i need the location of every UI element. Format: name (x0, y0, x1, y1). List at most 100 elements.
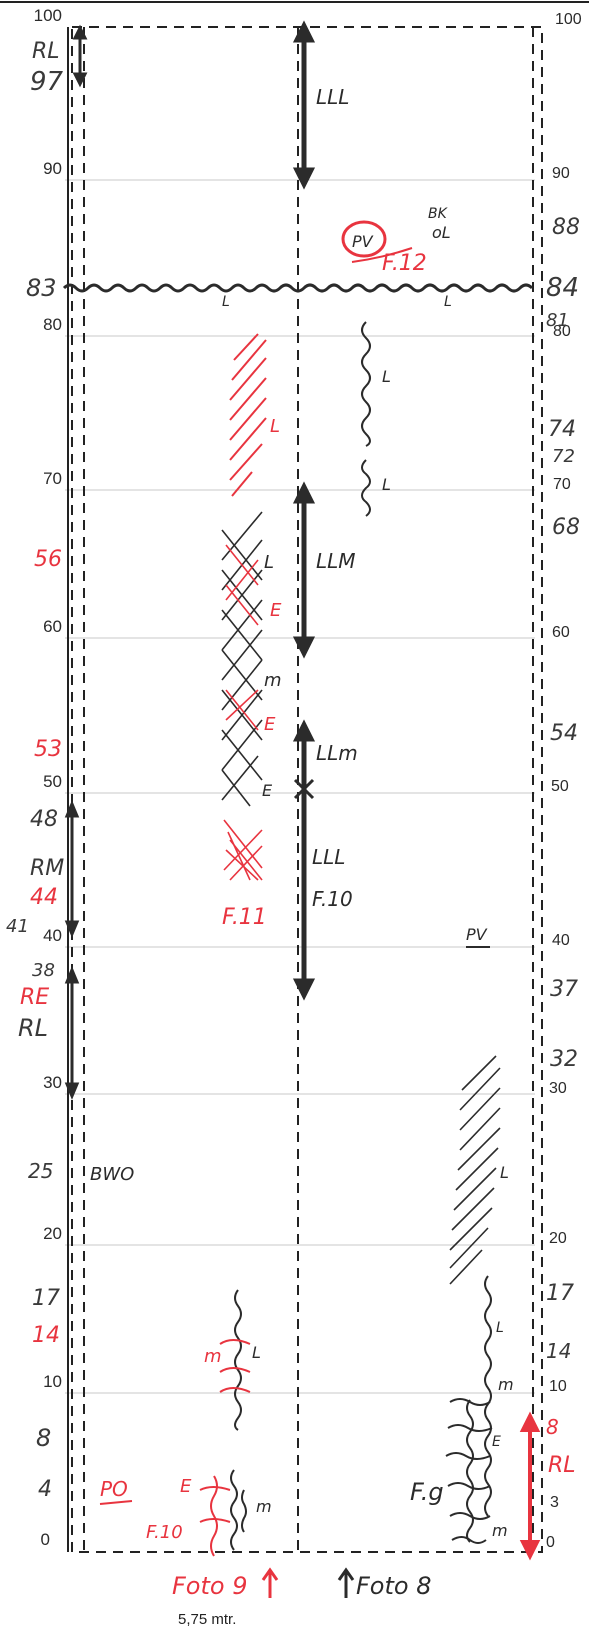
left-tick: 60 (43, 617, 62, 636)
note-17: 17 (32, 1286, 60, 1311)
right-tick: 30 (549, 1080, 567, 1097)
label-left-m: m (204, 1346, 222, 1367)
right-tick: 90 (552, 165, 570, 182)
note-14: 14 (32, 1323, 60, 1348)
left-tick: 0 (41, 1530, 50, 1549)
label-bottom-e: E (180, 1476, 192, 1497)
middle-labels: LLL LLM LLm LLL F.10 PV BK oL F.12 L L L… (90, 85, 514, 1543)
note-25: 25 (28, 1159, 53, 1183)
label-right-m1: m (498, 1375, 514, 1394)
label-bwo: BWO (90, 1164, 134, 1185)
label-f12: F.12 (382, 251, 427, 276)
note-48: 48 (30, 807, 58, 832)
note-88: 88 (552, 215, 580, 240)
wavy-boundary (62, 283, 534, 293)
label-xhatch-l: L (264, 552, 274, 573)
note-14-right: 14 (546, 1339, 571, 1363)
label-hatch-l: L (270, 416, 280, 437)
foto9-label: Foto 9 (172, 1572, 247, 1600)
right-notes-red: 8 RL (546, 1415, 576, 1478)
label-l-right2: L (382, 475, 391, 494)
footer: Foto 9 Foto 8 5,75 mtr. (172, 1567, 431, 1628)
note-68: 68 (552, 515, 580, 540)
right-tick: 3 (550, 1494, 559, 1511)
left-tick: 100 (34, 6, 62, 25)
note-54: 54 (550, 721, 578, 746)
note-32: 32 (550, 1047, 578, 1072)
note-rl-lower: RL (18, 1014, 48, 1042)
label-fg: F.g (410, 1478, 444, 1506)
label-f10: F.10 (312, 887, 353, 911)
left-scale: 100 90 80 70 60 50 40 30 20 10 0 (34, 6, 62, 1549)
foto8-arrow (337, 1567, 355, 1598)
note-8-right: 8 (546, 1415, 559, 1439)
label-xhatch-e1: E (270, 600, 282, 621)
center-x-mark (293, 778, 315, 800)
note-53: 53 (34, 737, 62, 762)
label-right-l2: L (496, 1320, 504, 1336)
label-ol: oL (432, 223, 451, 242)
label-bottom-f10: F.10 (146, 1522, 183, 1543)
label-po: PO (100, 1477, 128, 1501)
label-pv-right: PV (466, 925, 488, 944)
label-l-right1: L (382, 367, 391, 386)
note-8: 8 (36, 1424, 51, 1452)
label-bottom-m: m (256, 1497, 272, 1516)
label-l-a: L (222, 294, 230, 310)
right-tick: 0 (546, 1534, 555, 1551)
right-tick: 100 (555, 11, 582, 28)
right-lower-wavy (445, 1275, 493, 1544)
note-17-right: 17 (546, 1281, 574, 1306)
f12-flourish (351, 247, 413, 263)
label-lll-lower: LLL (312, 845, 345, 869)
note-83: 83 (26, 274, 57, 302)
right-tick: 40 (552, 932, 570, 949)
note-97: 97 (30, 67, 64, 97)
label-pv-top: PV (352, 232, 374, 251)
foto8-label: Foto 8 (356, 1572, 431, 1600)
left-tick: 90 (43, 159, 62, 178)
note-38: 38 (32, 960, 55, 981)
right-scale: 100 90 80 70 60 50 40 30 20 10 3 0 (546, 11, 582, 1551)
po-underline (99, 1500, 133, 1505)
left-tick: 40 (43, 926, 62, 945)
left-tick: 10 (43, 1372, 62, 1391)
right-tick: 60 (552, 624, 570, 641)
label-llm-upper: LLM (316, 549, 356, 573)
left-tick: 80 (43, 315, 62, 334)
label-bk: BK (428, 206, 449, 222)
right-tick: 50 (551, 778, 569, 795)
left-tick: 30 (43, 1073, 62, 1092)
length-label: 5,75 mtr. (178, 1611, 236, 1628)
label-xhatch-e2: E (264, 714, 276, 735)
label-left-l: L (252, 1343, 261, 1362)
note-81: 81 (546, 310, 569, 331)
right-tick: 20 (549, 1230, 567, 1247)
center-arrows (292, 20, 316, 1001)
left-lower-wavy (219, 1289, 251, 1431)
note-4: 4 (38, 1477, 52, 1502)
note-rm: RM (30, 856, 64, 881)
note-72: 72 (552, 446, 575, 467)
left-notes-black: RL 97 83 48 RM 41 38 RL 25 17 8 4 (6, 39, 64, 1502)
right-tick: 80 (553, 323, 571, 340)
left-range-arrows (64, 24, 88, 1100)
label-right-e: E (492, 1434, 501, 1450)
left-notes-red: 56 53 44 RE 14 (20, 547, 62, 1348)
note-37: 37 (550, 977, 578, 1002)
right-tick: 70 (553, 476, 571, 493)
note-rl-right: RL (548, 1453, 576, 1478)
note-44: 44 (30, 885, 58, 910)
note-84: 84 (546, 273, 579, 303)
label-right-m2: m (492, 1521, 508, 1540)
note-74: 74 (548, 417, 576, 442)
right-notes-black: 88 84 81 74 72 68 54 37 32 17 14 (546, 215, 580, 1363)
label-llm-mid: LLm (316, 741, 358, 765)
left-tick: 70 (43, 469, 62, 488)
label-l-b: L (444, 294, 452, 310)
note-56: 56 (34, 547, 62, 572)
label-lll-top: LLL (316, 85, 349, 109)
cross-hatch-zone (221, 511, 263, 881)
note-rl-top: RL (32, 39, 60, 64)
